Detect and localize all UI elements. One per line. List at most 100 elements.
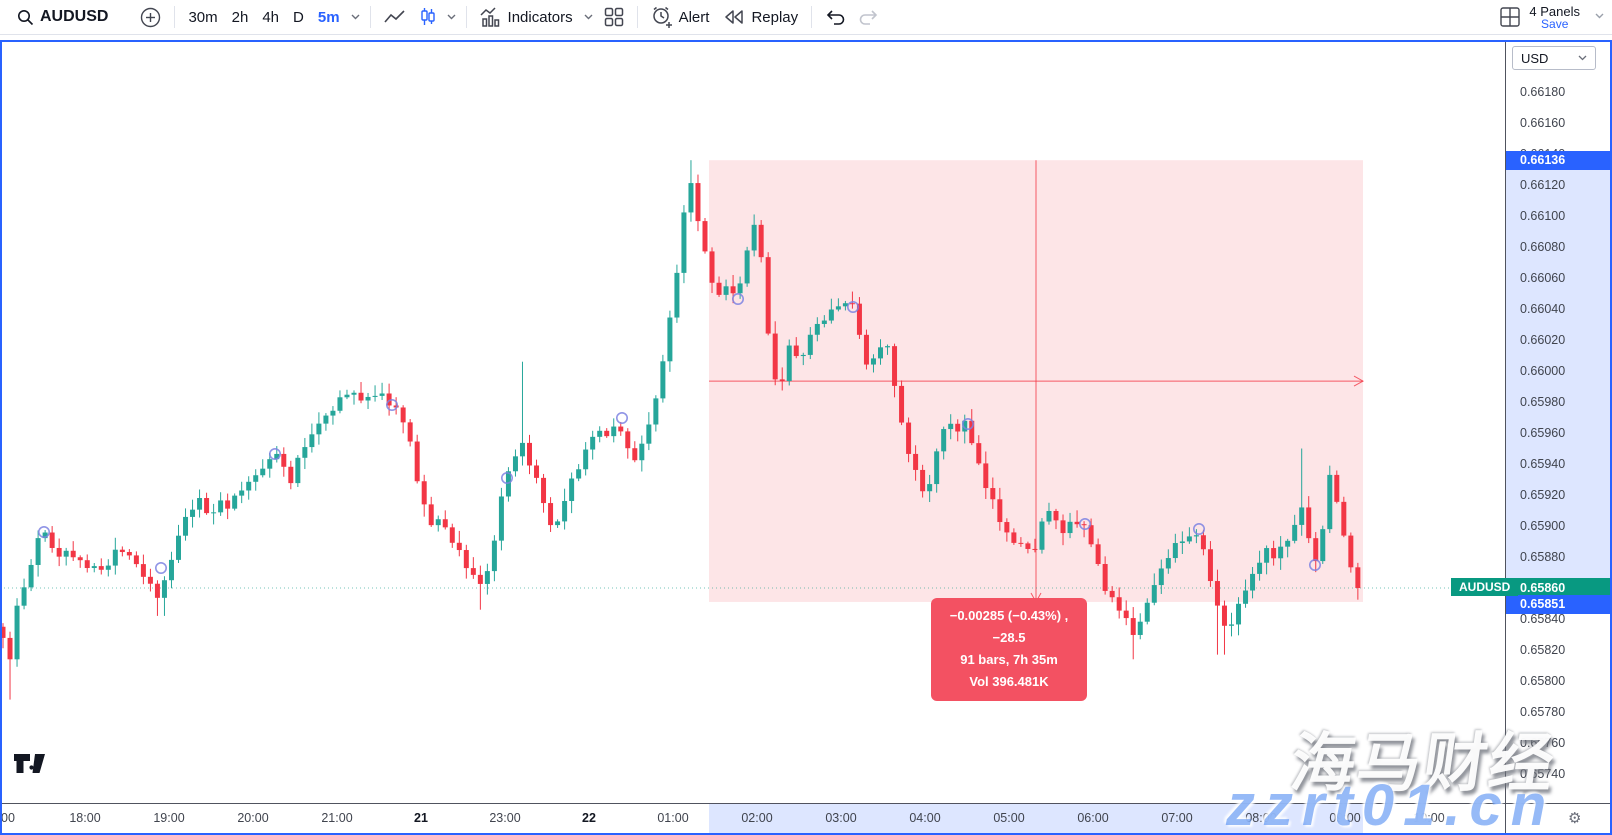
candle-body <box>1060 520 1066 534</box>
candle-body <box>484 571 490 584</box>
candle-body <box>674 272 680 318</box>
candle-body <box>969 420 975 444</box>
replay-button[interactable]: Replay <box>716 3 805 31</box>
timeframe-button-D[interactable]: D <box>293 8 304 26</box>
candle-body <box>442 519 448 528</box>
price-axis-tick: 0.65940 <box>1520 457 1566 471</box>
time-axis-tick: 01:00 <box>657 811 689 825</box>
time-axis-tick: 02:00 <box>741 811 773 825</box>
main-toolbar: AUDUSD 30m 2h 4h D 5m Indicator <box>0 0 1612 35</box>
candle-body <box>477 574 483 584</box>
save-layout-button[interactable]: Save <box>1541 17 1569 31</box>
candle-body <box>1271 548 1277 559</box>
candle-body <box>1327 474 1333 530</box>
currency-toggle-button[interactable]: USD <box>1512 46 1596 70</box>
time-axis-tick: 00 <box>1 811 15 825</box>
indicators-label: Indicators <box>507 8 573 26</box>
candle-body <box>288 466 294 484</box>
chevron-down-icon <box>1595 13 1604 19</box>
price-axis[interactable]: USD 0.66136 0.65860 0.65851 0.66180 0.661… <box>1506 40 1612 803</box>
line-chart-style-button[interactable] <box>377 3 413 31</box>
candle-body <box>98 566 104 570</box>
candle-body <box>1179 541 1185 544</box>
measure-region <box>709 160 1365 603</box>
candle-body <box>176 535 181 560</box>
candle-body <box>625 431 631 449</box>
tradingview-logo[interactable] <box>14 754 48 774</box>
candle-body <box>730 286 736 294</box>
candle-body <box>765 257 771 334</box>
candle-body <box>35 538 41 565</box>
candle-body <box>161 580 167 598</box>
time-axis-tick: 19:00 <box>153 811 185 825</box>
candle-body <box>948 423 954 430</box>
candle-body <box>723 286 729 295</box>
price-axis-tick: 0.66180 <box>1520 85 1566 99</box>
candle-body <box>1102 563 1108 591</box>
indicators-menu-button[interactable] <box>580 3 597 31</box>
candle-body <box>779 379 785 382</box>
symbol-search-button[interactable]: AUDUSD <box>10 3 115 31</box>
timeframe-button-2h[interactable]: 2h <box>231 8 249 26</box>
candle-body <box>639 443 645 461</box>
candle-body <box>927 484 933 492</box>
time-axis[interactable]: ⚙ 00 18:00 19:00 20:00 21:00 21 23:00 22 01:00 02… <box>0 803 1612 834</box>
time-axis-tick: 06:00 <box>1077 811 1109 825</box>
candle-body <box>1074 521 1080 525</box>
candle-body <box>393 405 399 408</box>
candle-body <box>1207 549 1213 582</box>
chart-plot-area[interactable] <box>0 40 1506 803</box>
time-axis-tick: 18:00 <box>69 811 101 825</box>
candle-body <box>1004 522 1010 533</box>
timeframe-button-4h[interactable]: 4h <box>262 8 280 26</box>
candle-chart-style-button[interactable] <box>413 3 443 31</box>
chart-style-menu-button[interactable] <box>443 3 460 31</box>
candle-body <box>218 500 224 513</box>
timeframe-menu-button[interactable] <box>347 3 364 31</box>
candle-body <box>28 564 34 588</box>
candle-body <box>449 527 455 543</box>
candle-body <box>147 576 153 584</box>
candle-body <box>934 451 940 485</box>
chevron-down-icon <box>1578 55 1587 61</box>
toolbar-separator <box>465 6 467 28</box>
candle-body <box>1186 536 1192 542</box>
candle-body <box>863 334 869 365</box>
candle-body <box>569 478 575 501</box>
candle-body <box>597 430 603 437</box>
alert-button[interactable]: Alert <box>644 3 717 31</box>
candle-body <box>204 498 210 514</box>
candle-body <box>7 637 13 660</box>
layout-panels-button[interactable]: 4 Panels Save <box>1492 3 1587 31</box>
candle-body <box>828 309 834 321</box>
candle-body <box>330 410 336 416</box>
grid-templates-icon <box>604 7 623 27</box>
candle-body <box>1292 524 1298 541</box>
indicator-templates-button[interactable] <box>597 3 631 31</box>
candle-body <box>1032 548 1038 550</box>
timeframe-button-30m[interactable]: 30m <box>188 8 218 26</box>
candle-body <box>197 498 203 510</box>
alert-label: Alert <box>678 8 710 26</box>
candle-body <box>1341 501 1347 536</box>
candle-body <box>1137 621 1143 635</box>
toolbar-separator <box>174 6 176 28</box>
timeframe-button-5m[interactable]: 5m <box>317 8 340 26</box>
candle-body <box>1109 590 1115 598</box>
candle-body <box>562 500 568 522</box>
bar-marker-circle <box>500 471 513 484</box>
candle-body <box>126 552 132 556</box>
candle-body <box>835 306 841 310</box>
candle-body <box>154 583 160 598</box>
candle-body <box>1200 535 1206 550</box>
axis-settings-gear-icon[interactable]: ⚙ <box>1568 810 1582 827</box>
undo-button[interactable] <box>818 3 852 31</box>
time-axis-tick: 21 <box>414 811 428 825</box>
candle-body <box>611 426 617 437</box>
indicators-button[interactable]: Indicators <box>473 3 580 31</box>
compare-add-symbol-button[interactable] <box>133 3 168 31</box>
candle-body <box>470 568 476 575</box>
redo-button[interactable] <box>852 3 886 31</box>
currency-label: USD <box>1521 50 1549 66</box>
